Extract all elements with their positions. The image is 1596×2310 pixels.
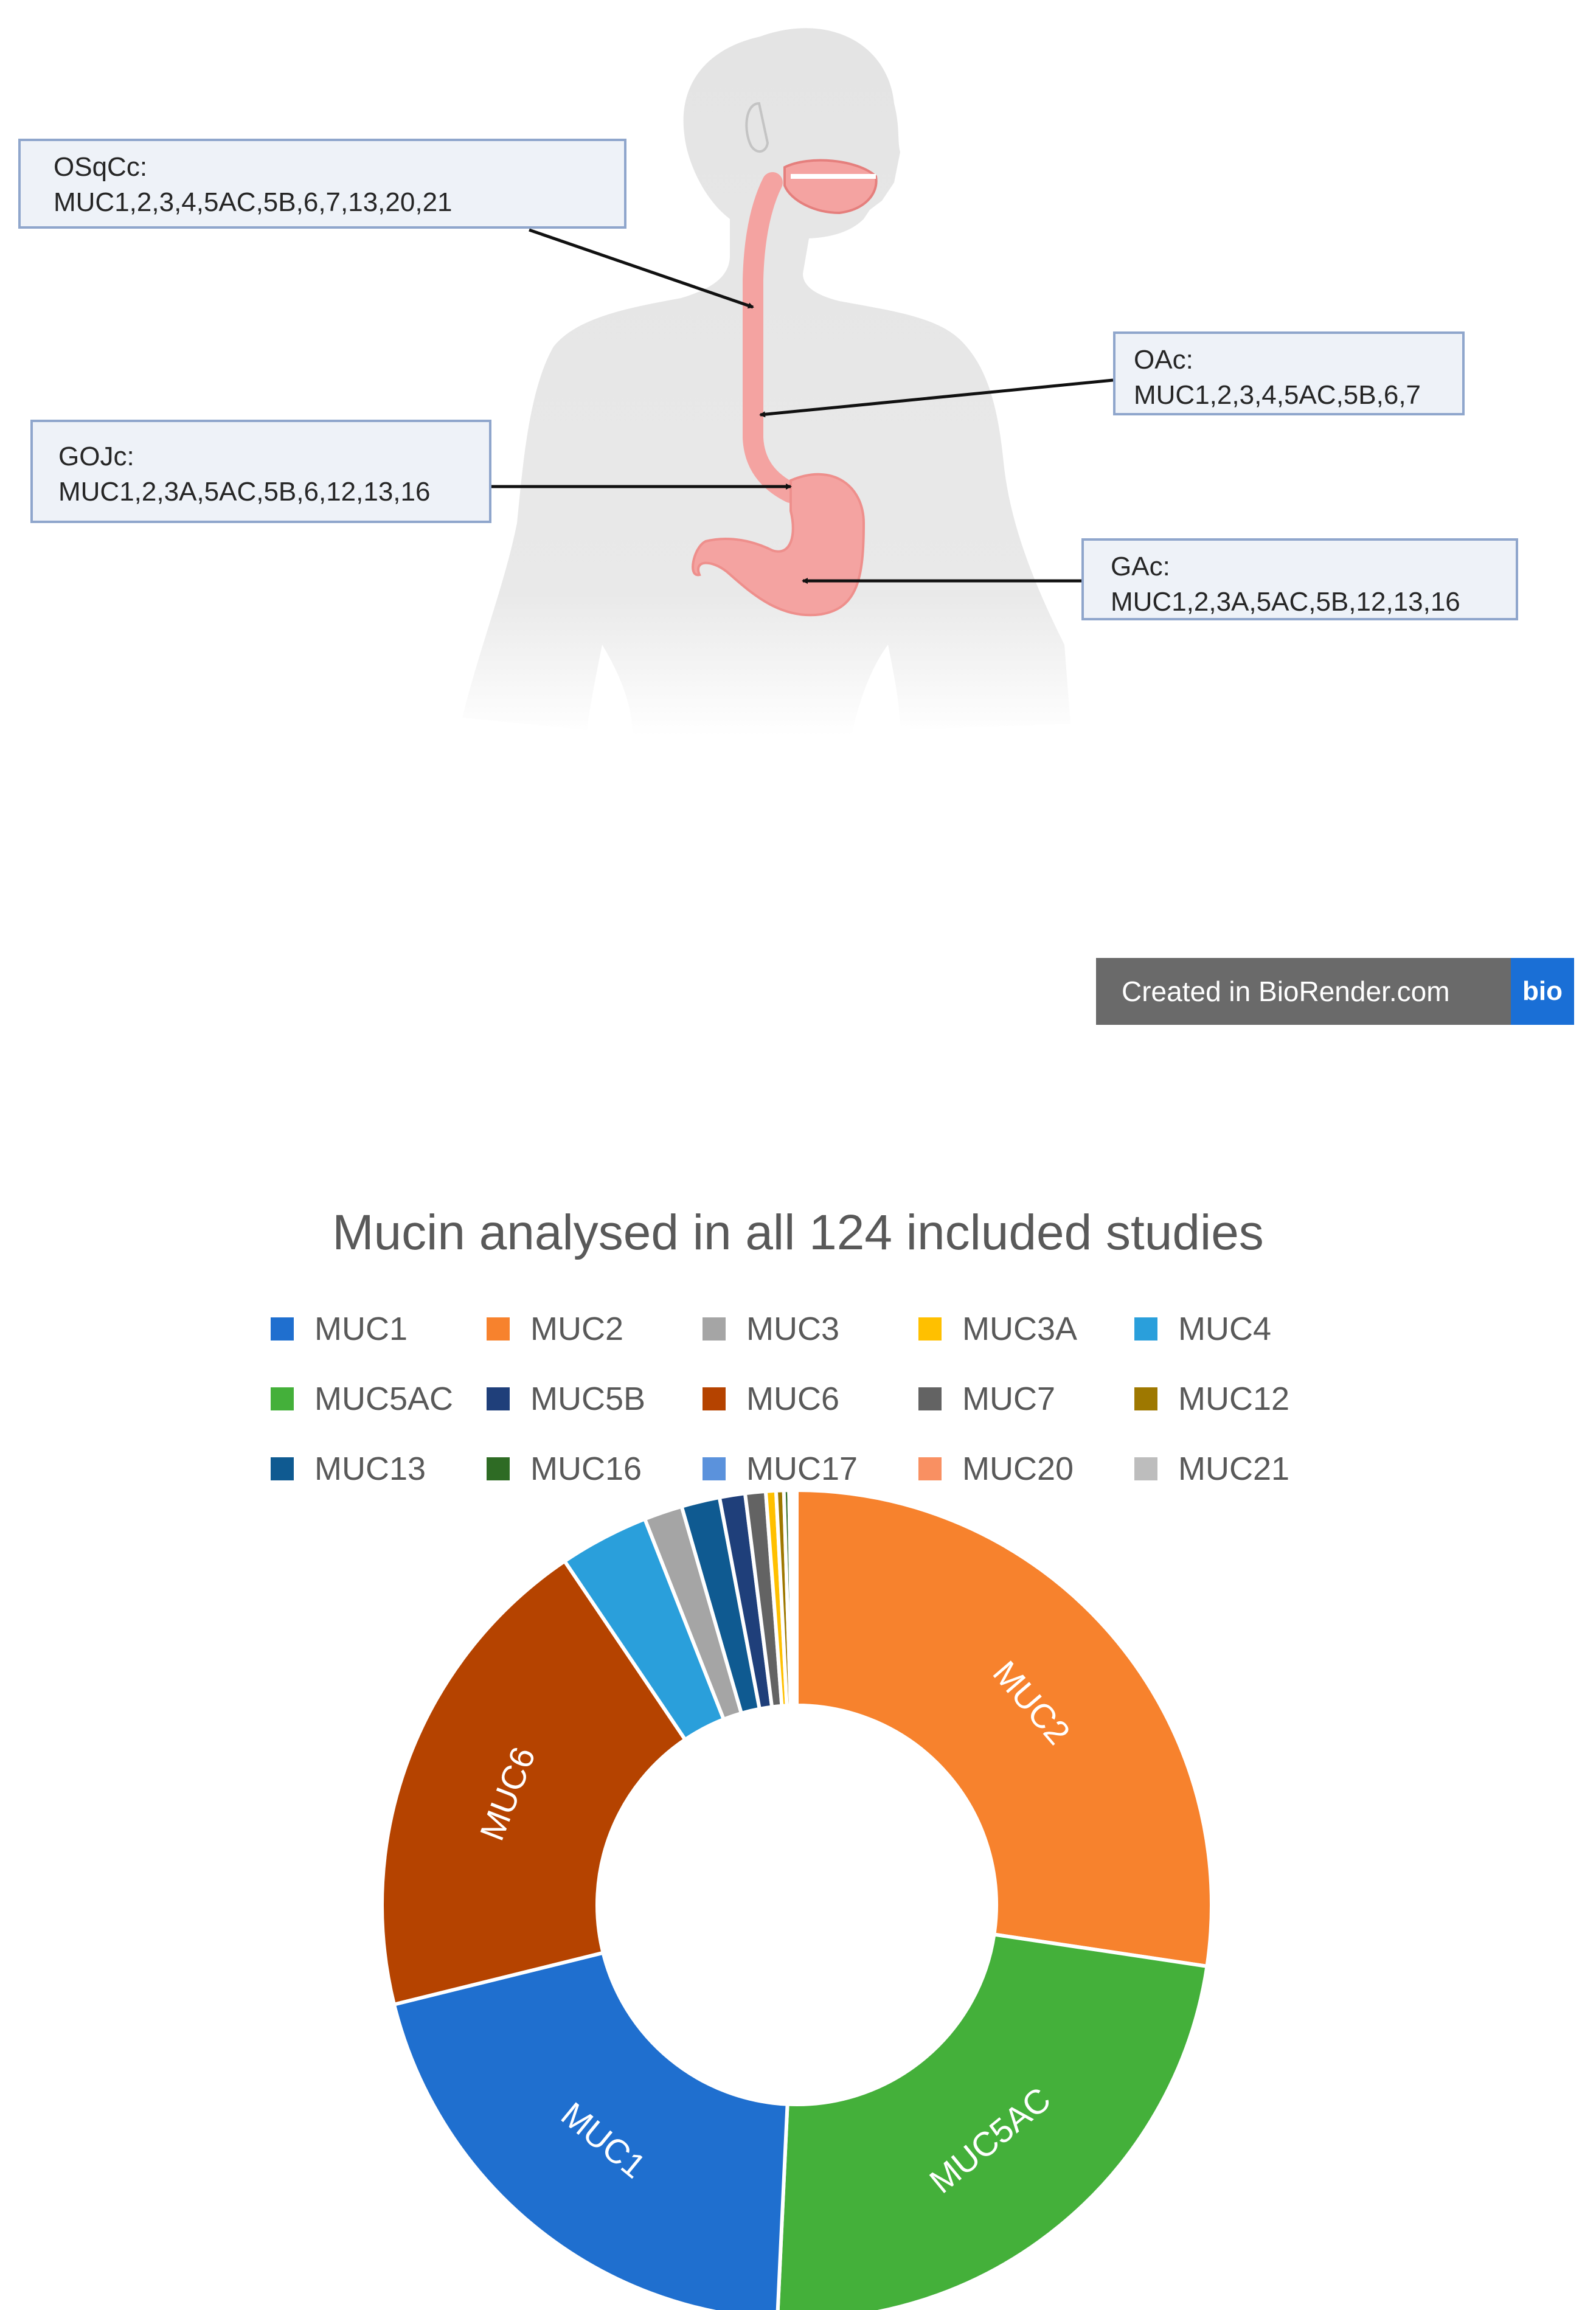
- legend-swatch-muc5ac: [271, 1387, 294, 1410]
- legend-item-muc7: MUC7: [918, 1378, 1055, 1420]
- callout-gojc-title: GOJc:: [58, 442, 134, 471]
- legend-label-muc17: MUC17: [746, 1451, 858, 1487]
- legend-label-muc16: MUC16: [530, 1451, 642, 1487]
- biorender-badge-text: Created in BioRender.com: [1122, 976, 1450, 1007]
- legend-item-muc3a: MUC3A: [918, 1308, 1077, 1350]
- legend-label-muc5b: MUC5B: [530, 1381, 646, 1417]
- callout-oac: OAc: MUC1,2,3,4,5AC,5B,6,7: [1113, 331, 1465, 415]
- legend-label-muc5ac: MUC5AC: [314, 1381, 454, 1417]
- callout-osqcc-mucins: MUC1,2,3,4,5AC,5B,6,7,13,20,21: [54, 187, 453, 217]
- biorender-logo-icon: bio: [1511, 958, 1574, 1025]
- biorender-badge: Created in BioRender.com bio: [1096, 958, 1574, 1025]
- legend-item-muc21: MUC21: [1134, 1448, 1289, 1490]
- oral-cavity: [783, 159, 878, 215]
- legend-item-muc3: MUC3: [703, 1308, 839, 1350]
- legend-swatch-muc17: [703, 1457, 726, 1480]
- legend-label-muc20: MUC20: [962, 1451, 1074, 1487]
- legend-label-muc3a: MUC3A: [962, 1311, 1078, 1347]
- legend-label-muc6: MUC6: [746, 1381, 840, 1417]
- donut-slice-muc1: [392, 1951, 789, 2310]
- legend-swatch-muc16: [487, 1457, 510, 1480]
- donut-slice-muc6: [380, 1558, 688, 2007]
- arrow-oac: [759, 378, 1114, 418]
- legend-swatch-muc3: [703, 1317, 726, 1341]
- legend-item-muc2: MUC2: [487, 1308, 623, 1350]
- donut-slice-muc2: [795, 1490, 1213, 1969]
- callout-gac: GAc: MUC1,2,3A,5AC,5B,12,13,16: [1081, 538, 1518, 620]
- anatomy-illustration: [462, 28, 1114, 737]
- callout-oac-title: OAc:: [1134, 345, 1193, 375]
- legend-swatch-muc12: [1134, 1387, 1157, 1410]
- legend-swatch-muc2: [487, 1317, 510, 1341]
- callout-gojc: GOJc: MUC1,2,3A,5AC,5B,6,12,13,16: [30, 420, 491, 523]
- legend-item-muc16: MUC16: [487, 1448, 642, 1490]
- donut-slice-muc21: [792, 1490, 799, 1708]
- legend-label-muc13: MUC13: [314, 1451, 426, 1487]
- legend-item-muc1: MUC1: [271, 1308, 408, 1350]
- legend-item-muc5ac: MUC5AC: [271, 1378, 453, 1420]
- body-silhouette: [462, 28, 1070, 737]
- legend-label-muc21: MUC21: [1178, 1451, 1290, 1487]
- legend-swatch-muc1: [271, 1317, 294, 1341]
- legend-item-muc12: MUC12: [1134, 1378, 1289, 1420]
- legend-item-muc17: MUC17: [703, 1448, 858, 1490]
- legend-label-muc4: MUC4: [1178, 1311, 1272, 1347]
- callout-gac-title: GAc:: [1111, 552, 1170, 581]
- legend-label-muc12: MUC12: [1178, 1381, 1290, 1417]
- legend-item-muc20: MUC20: [918, 1448, 1074, 1490]
- oesophagus: [743, 172, 801, 503]
- legend-swatch-muc7: [918, 1387, 942, 1410]
- legend-label-muc7: MUC7: [962, 1381, 1056, 1417]
- callout-gojc-mucins: MUC1,2,3A,5AC,5B,6,12,13,16: [58, 477, 431, 507]
- callout-gac-mucins: MUC1,2,3A,5AC,5B,12,13,16: [1111, 587, 1460, 617]
- legend-swatch-muc21: [1134, 1457, 1157, 1480]
- legend-item-muc5b: MUC5B: [487, 1378, 645, 1420]
- legend-item-muc13: MUC13: [271, 1448, 426, 1490]
- callout-osqcc-title: OSqCc:: [54, 152, 148, 182]
- legend-swatch-muc4: [1134, 1317, 1157, 1341]
- arrow-osqcc: [529, 228, 754, 309]
- legend-swatch-muc5b: [487, 1387, 510, 1410]
- legend-label-muc3: MUC3: [746, 1311, 840, 1347]
- chart-title: Mucin analysed in all 124 included studi…: [332, 1205, 1264, 1260]
- legend-swatch-muc3a: [918, 1317, 942, 1341]
- legend-label-muc1: MUC1: [314, 1311, 408, 1347]
- callout-osqcc: OSqCc: MUC1,2,3,4,5AC,5B,6,7,13,20,21: [18, 139, 626, 229]
- legend-swatch-muc20: [918, 1457, 942, 1480]
- legend-swatch-muc13: [271, 1457, 294, 1480]
- legend-item-muc6: MUC6: [703, 1378, 839, 1420]
- legend-item-muc4: MUC4: [1134, 1308, 1271, 1350]
- callout-oac-mucins: MUC1,2,3,4,5AC,5B,6,7: [1134, 380, 1421, 410]
- legend-swatch-muc6: [703, 1387, 726, 1410]
- donut-slice-muc5ac: [775, 1932, 1209, 2310]
- legend-label-muc2: MUC2: [530, 1311, 624, 1347]
- ear-shape: [745, 102, 769, 153]
